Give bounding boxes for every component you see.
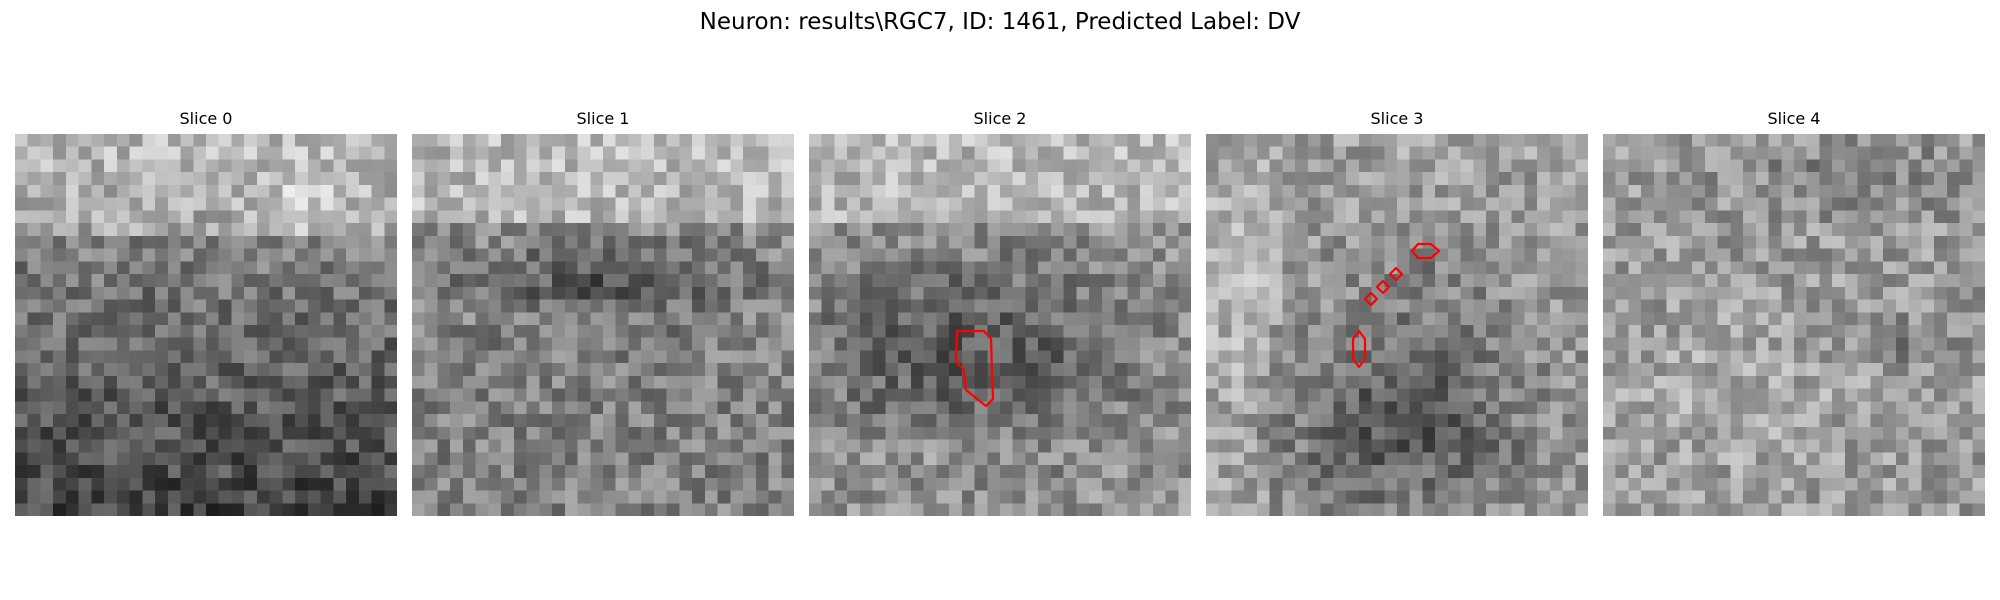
slice-0-image: [15, 134, 397, 516]
figure-title: Neuron: results\RGC7, ID: 1461, Predicte…: [699, 9, 1301, 35]
slice-4-title: Slice 4: [1767, 109, 1821, 128]
slice-2-title: Slice 2: [973, 109, 1027, 128]
slice-3-title: Slice 3: [1370, 109, 1424, 128]
slice-1-title: Slice 1: [576, 109, 630, 128]
slice-3-image: [1206, 134, 1588, 516]
slice-2-image: [809, 134, 1191, 516]
slice-4-image: [1603, 134, 1985, 516]
slice-1-image: [412, 134, 794, 516]
slice-0-title: Slice 0: [179, 109, 233, 128]
